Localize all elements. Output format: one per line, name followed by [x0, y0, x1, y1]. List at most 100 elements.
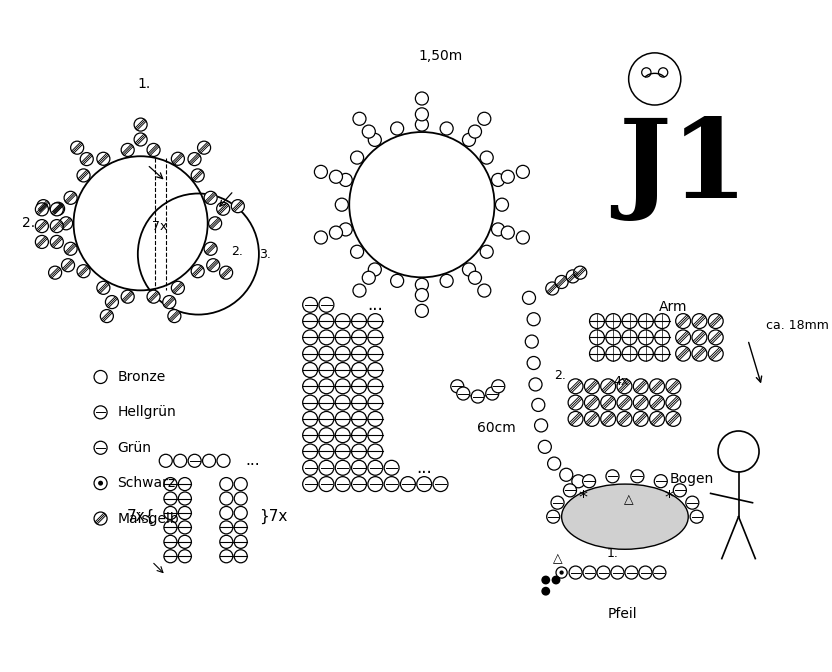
Circle shape [303, 314, 318, 329]
Circle shape [303, 444, 318, 459]
Circle shape [390, 122, 404, 135]
Circle shape [468, 271, 482, 284]
Circle shape [314, 165, 328, 178]
Circle shape [606, 330, 621, 345]
Text: ...: ... [367, 296, 383, 314]
Circle shape [638, 346, 653, 361]
Circle shape [655, 346, 670, 361]
Circle shape [62, 259, 75, 271]
Circle shape [80, 153, 93, 165]
Circle shape [94, 476, 107, 490]
Circle shape [235, 492, 247, 505]
Text: 7x{: 7x{ [126, 509, 155, 524]
Circle shape [666, 411, 681, 426]
Circle shape [542, 577, 549, 584]
Text: Bronze: Bronze [117, 370, 166, 384]
Text: 7x: 7x [151, 220, 167, 233]
Circle shape [568, 395, 583, 410]
Text: *: * [578, 489, 587, 507]
Circle shape [650, 411, 665, 426]
Circle shape [335, 379, 350, 394]
Circle shape [191, 265, 204, 278]
Circle shape [235, 507, 247, 519]
Circle shape [339, 173, 352, 186]
Circle shape [168, 310, 181, 323]
Circle shape [319, 362, 334, 378]
Circle shape [204, 243, 217, 255]
Circle shape [319, 297, 334, 312]
Circle shape [178, 478, 191, 491]
Circle shape [597, 566, 610, 579]
Circle shape [692, 314, 707, 329]
Circle shape [147, 143, 160, 157]
Circle shape [235, 550, 247, 562]
Circle shape [692, 346, 707, 361]
Text: △: △ [624, 493, 633, 507]
Circle shape [36, 235, 48, 249]
Circle shape [147, 290, 160, 303]
Circle shape [350, 151, 364, 164]
Circle shape [390, 274, 404, 288]
Circle shape [164, 536, 177, 548]
Circle shape [319, 314, 334, 329]
Circle shape [690, 510, 703, 523]
Circle shape [204, 192, 217, 204]
Circle shape [48, 266, 62, 279]
Circle shape [353, 112, 366, 125]
Circle shape [335, 395, 350, 410]
Circle shape [94, 512, 107, 525]
Circle shape [622, 330, 637, 345]
Circle shape [303, 428, 318, 443]
Circle shape [339, 223, 352, 236]
Circle shape [368, 460, 383, 475]
Circle shape [532, 398, 545, 411]
Circle shape [463, 133, 475, 146]
Circle shape [319, 476, 334, 491]
Circle shape [368, 346, 383, 361]
Circle shape [197, 141, 210, 154]
Circle shape [527, 312, 540, 326]
Circle shape [590, 330, 604, 345]
Circle shape [178, 507, 191, 519]
Circle shape [98, 480, 103, 486]
Circle shape [542, 587, 549, 595]
Circle shape [188, 454, 201, 467]
Circle shape [164, 478, 177, 491]
Circle shape [480, 151, 493, 164]
Circle shape [568, 411, 583, 426]
Circle shape [235, 478, 247, 491]
Circle shape [163, 296, 176, 308]
Circle shape [178, 492, 191, 505]
Circle shape [77, 169, 90, 182]
Circle shape [590, 346, 604, 361]
Circle shape [368, 476, 383, 491]
Ellipse shape [562, 484, 688, 549]
Circle shape [303, 476, 318, 491]
Circle shape [220, 507, 233, 519]
Circle shape [235, 521, 247, 534]
Circle shape [556, 567, 567, 578]
Circle shape [650, 379, 665, 394]
Circle shape [335, 362, 350, 378]
Circle shape [352, 379, 366, 394]
Circle shape [555, 276, 568, 288]
Circle shape [368, 444, 383, 459]
Circle shape [384, 476, 399, 491]
Text: Pfeil: Pfeil [607, 607, 637, 622]
Circle shape [625, 566, 638, 579]
Circle shape [617, 395, 632, 410]
Circle shape [77, 265, 90, 278]
Circle shape [159, 454, 172, 467]
Circle shape [362, 125, 375, 138]
Circle shape [686, 496, 699, 509]
Circle shape [440, 122, 453, 135]
Circle shape [350, 245, 364, 258]
Circle shape [50, 235, 63, 249]
Circle shape [191, 169, 204, 182]
Circle shape [71, 141, 84, 154]
Circle shape [417, 476, 432, 491]
Circle shape [708, 346, 723, 361]
Circle shape [480, 245, 493, 258]
Circle shape [547, 510, 560, 523]
Circle shape [486, 387, 498, 400]
